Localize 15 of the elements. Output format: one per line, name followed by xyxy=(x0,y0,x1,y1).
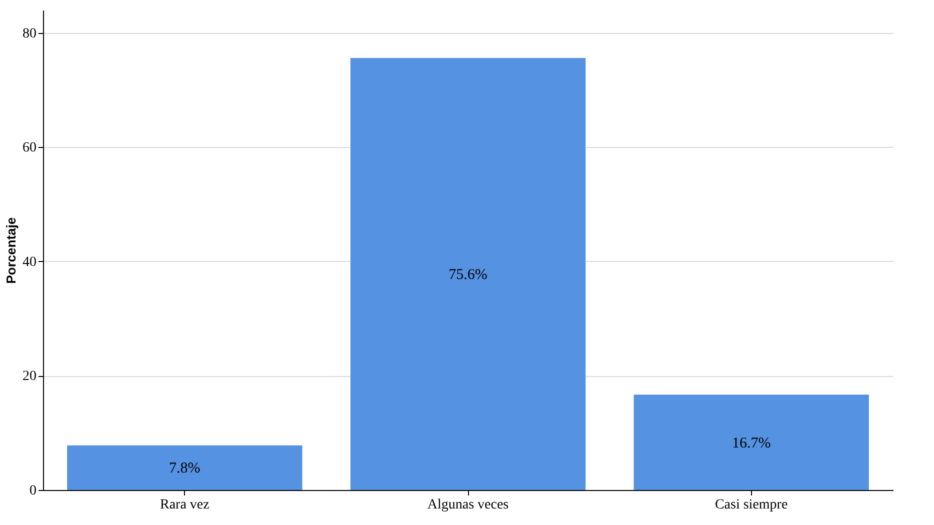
y-tick-label: 60 xyxy=(22,140,36,156)
y-tick-label: 40 xyxy=(22,254,36,270)
x-tick-label: Rara vez xyxy=(160,498,210,512)
y-tick-label: 0 xyxy=(30,484,36,498)
data-label: 75.6% xyxy=(448,267,488,283)
bar xyxy=(67,445,302,490)
x-tick-label: Casi siempre xyxy=(714,498,788,512)
bar xyxy=(350,58,586,490)
data-label: 16.7% xyxy=(732,435,771,452)
bar xyxy=(634,394,869,490)
y-tick-label: 20 xyxy=(22,369,36,384)
data-label: 7.8% xyxy=(169,460,200,477)
y-tick-label: 80 xyxy=(22,26,36,42)
y-axis-title: Porcentaje xyxy=(4,217,18,284)
x-tick-label: Algunas veces xyxy=(427,498,509,512)
